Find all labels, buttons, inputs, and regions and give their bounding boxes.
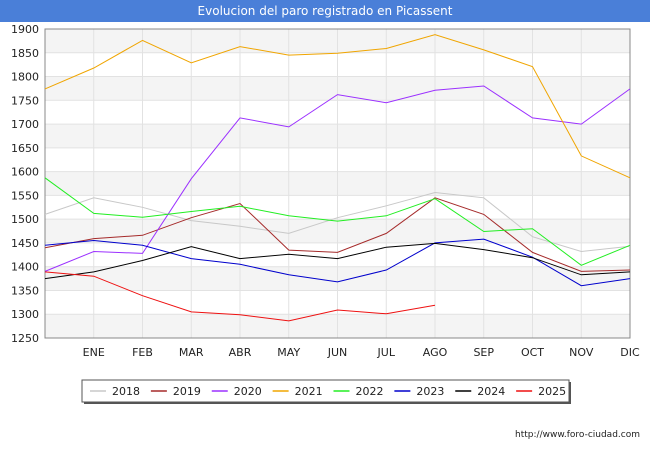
x-tick-label-feb: FEB	[132, 346, 153, 359]
x-tick-label-jun: JUN	[327, 346, 348, 359]
y-tick-label: 1850	[11, 47, 39, 60]
series-line-2025	[44, 271, 436, 322]
legend-label-2025: 2025	[538, 385, 566, 398]
legend-label-2019: 2019	[173, 385, 201, 398]
x-tick-label-abr: ABR	[229, 346, 252, 359]
legend-label-2018: 2018	[112, 385, 140, 398]
x-tick-label-mar: MAR	[179, 346, 204, 359]
y-tick-label: 1350	[11, 284, 39, 297]
y-tick-label: 1450	[11, 237, 39, 250]
legend: 2018 2019 2020 2021 2022 2023 2024 2025	[81, 379, 571, 404]
source-footer[interactable]: http://www.foro-ciudad.com	[515, 430, 640, 440]
x-tick-label-ene: ENE	[83, 346, 105, 359]
series-line-2018	[44, 191, 631, 253]
series-line-2021	[44, 34, 631, 179]
series-line-2024	[44, 242, 631, 280]
x-tick-label-dic: DIC	[620, 346, 640, 359]
x-tick-label-nov: NOV	[569, 346, 594, 359]
y-tick-label: 1750	[11, 94, 39, 107]
y-tick-label: 1300	[11, 308, 39, 321]
plot-frame	[44, 28, 631, 339]
x-tick-label-may: MAY	[277, 346, 300, 359]
x-tick-label-sep: SEP	[473, 346, 494, 359]
y-tick-label: 1700	[11, 118, 39, 131]
y-tick-label: 1400	[11, 261, 39, 274]
x-axis-ticks: ENE FEB MAR ABR MAY JUN JUL AGO SEP OCT NOV DIC	[83, 346, 640, 359]
series-line-2022	[44, 177, 631, 266]
x-tick-label-ago: AGO	[423, 346, 448, 359]
y-tick-label: 1900	[11, 23, 39, 36]
legend-label-2021: 2021	[295, 385, 323, 398]
chart-title: Evolucion del paro registrado en Picasse…	[0, 0, 650, 22]
series-lines	[44, 34, 631, 322]
legend-box	[81, 379, 570, 403]
y-tick-label: 1500	[11, 213, 39, 226]
legend-label-2022: 2022	[356, 385, 384, 398]
series-line-2019	[44, 197, 631, 272]
series-line-2020	[44, 85, 631, 272]
y-tick-label: 1600	[11, 166, 39, 179]
legend-label-2023: 2023	[416, 385, 444, 398]
x-tick-label-oct: OCT	[521, 346, 544, 359]
y-tick-label: 1800	[11, 71, 39, 84]
x-tick-label-jul: JUL	[377, 346, 396, 359]
legend-label-2020: 2020	[234, 385, 262, 398]
y-tick-label: 1250	[11, 332, 39, 345]
y-tick-label: 1650	[11, 142, 39, 155]
y-tick-label: 1550	[11, 189, 39, 202]
y-axis-ticks: 1250 1300 1350 1400 1450 1500 1550 1600 1650 1700…	[11, 23, 39, 345]
legend-label-2024: 2024	[477, 385, 505, 398]
plot-border	[44, 28, 631, 339]
